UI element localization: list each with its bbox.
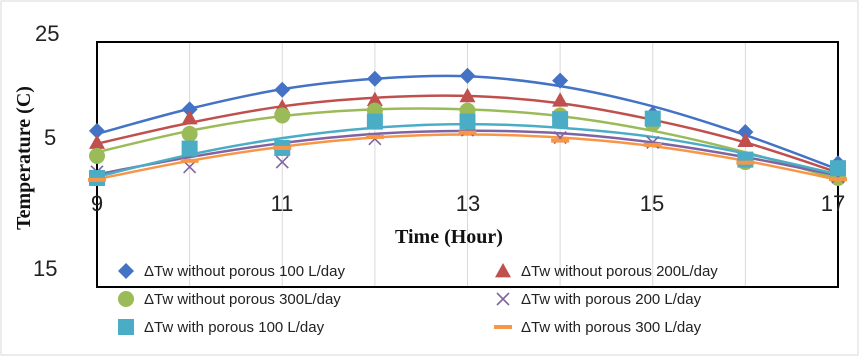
x-tick-label-11: 11 — [271, 191, 294, 216]
data-point-series-3-x9 — [89, 147, 105, 164]
data-point-series-2-x14 — [552, 92, 569, 107]
y-tick-label-5: 5 — [44, 125, 56, 150]
x-tick-label-15: 15 — [640, 191, 664, 216]
data-point-series-6-x16 — [736, 160, 755, 165]
legend-label-series-4: ΔTw with porous 200 L/day — [521, 291, 702, 308]
data-point-series-2-x13 — [459, 87, 476, 103]
data-point-series-2-x12 — [366, 91, 383, 106]
legend-label-series-5: ΔTw with porous 100 L/day — [144, 319, 325, 336]
legend-label-series-1: ΔTw without porous 100 L/day — [144, 263, 345, 280]
legend-marker-series-2 — [495, 263, 511, 278]
x-axis-title: Time (Hour) — [395, 226, 503, 248]
data-point-series-6-x11 — [273, 145, 292, 150]
legend-marker-series-4 — [496, 292, 510, 306]
y-tick-label-15: 15 — [33, 256, 57, 281]
data-point-series-5-x16 — [737, 151, 754, 168]
data-point-series-5-x10 — [181, 140, 198, 157]
data-point-series-6-x15 — [643, 142, 662, 147]
data-point-series-3-x10 — [181, 125, 198, 142]
data-point-series-5-x15 — [644, 110, 661, 127]
legend: ΔTw without porous 100 L/day ΔTw without … — [118, 263, 718, 336]
data-point-series-6-x14 — [551, 138, 570, 143]
data-point-series-4-x11 — [275, 155, 289, 169]
data-point-series-5-x14 — [552, 111, 569, 128]
data-point-series-6-x13 — [458, 130, 477, 135]
data-point-series-1-x13 — [459, 67, 476, 84]
legend-marker-series-5 — [118, 319, 134, 335]
data-point-series-1-x9 — [89, 122, 105, 139]
data-point-series-1-x12 — [366, 70, 383, 87]
legend-marker-series-6 — [494, 325, 512, 329]
data-point-series-6-x12 — [365, 134, 384, 139]
legend-label-series-3: ΔTw without porous 300L/day — [144, 291, 341, 308]
legend-marker-series-1 — [118, 263, 134, 279]
data-point-series-6-x9 — [88, 177, 106, 182]
data-point-series-1-x11 — [274, 81, 291, 98]
data-point-series-2-x10 — [181, 109, 198, 125]
data-point-series-6-x10 — [180, 158, 199, 163]
legend-label-series-6: ΔTw with porous 300 L/day — [521, 319, 702, 336]
data-point-series-5-x17 — [830, 160, 846, 177]
y-tick-label-25: 25 — [35, 21, 59, 46]
legend-label-series-2: ΔTw without porous 200L/day — [521, 263, 718, 280]
data-point-series-2-x16 — [737, 132, 754, 148]
data-point-series-5-x12 — [366, 113, 383, 130]
data-point-series-2-x9 — [89, 134, 105, 149]
legend-marker-series-3 — [118, 291, 134, 307]
tick-labels: 25 5 15 9 11 13 15 17 — [33, 21, 845, 281]
data-point-series-4-x10 — [183, 160, 197, 174]
data-markers — [88, 67, 847, 186]
x-tick-label-13: 13 — [456, 191, 480, 216]
y-axis-title: Temperature (C) — [13, 86, 35, 230]
data-point-series-3-x11 — [274, 107, 291, 124]
data-point-series-1-x10 — [181, 101, 198, 118]
x-tick-label-9: 9 — [91, 191, 103, 216]
data-point-series-6-x17 — [829, 177, 847, 182]
data-point-series-5-x13 — [459, 113, 476, 130]
data-point-series-1-x16 — [737, 124, 754, 141]
x-tick-label-17: 17 — [821, 191, 845, 216]
data-point-series-1-x14 — [552, 72, 569, 89]
